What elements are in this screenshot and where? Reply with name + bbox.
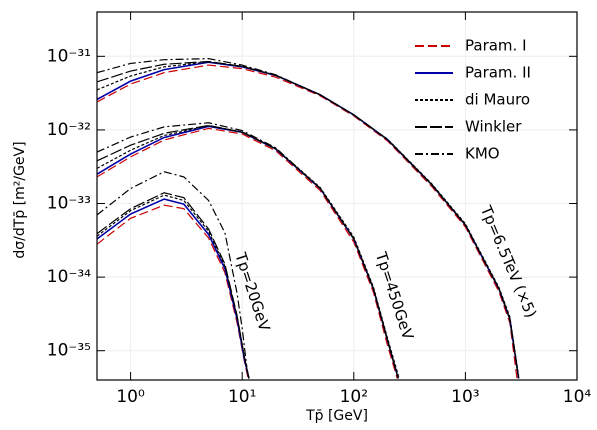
y-tick-label: 10⁻³² bbox=[47, 120, 91, 140]
line bbox=[97, 204, 249, 379]
x-tick-label: 10⁰ bbox=[116, 387, 145, 407]
plot-frame bbox=[96, 11, 578, 381]
line bbox=[97, 61, 520, 379]
line bbox=[97, 60, 520, 379]
y-axis-label: dσ/dTp̄ [m²/GeV] bbox=[12, 141, 28, 258]
line bbox=[97, 192, 250, 379]
x-axis-label: Tp̄ [GeV] bbox=[305, 408, 368, 424]
y-tick-label: 10⁻³⁵ bbox=[47, 341, 91, 361]
x-tick-label: 10¹ bbox=[228, 387, 256, 407]
y-tick-label: 10⁻³¹ bbox=[47, 46, 91, 66]
legend-label: di Mauro bbox=[465, 91, 530, 109]
y-tick-label: 10⁻³⁴ bbox=[47, 267, 91, 287]
legend-label: KMO bbox=[465, 145, 500, 163]
line bbox=[97, 122, 399, 379]
line bbox=[97, 171, 248, 368]
line bbox=[97, 58, 520, 379]
legend-label: Param. II bbox=[465, 64, 531, 82]
line bbox=[97, 64, 518, 379]
line bbox=[97, 61, 520, 377]
x-tick-label: 10² bbox=[340, 387, 368, 407]
annotation: Tp=6.5TeV (×5) bbox=[476, 202, 540, 320]
annotation: Tp=450GeV bbox=[372, 249, 418, 343]
x-tick-label: 10⁴ bbox=[563, 387, 592, 407]
y-tick-label: 10⁻³³ bbox=[47, 194, 91, 214]
x-tick-label: 10³ bbox=[451, 387, 479, 407]
legend-label: Param. I bbox=[465, 37, 527, 55]
legend-label: Winkler bbox=[465, 118, 522, 136]
